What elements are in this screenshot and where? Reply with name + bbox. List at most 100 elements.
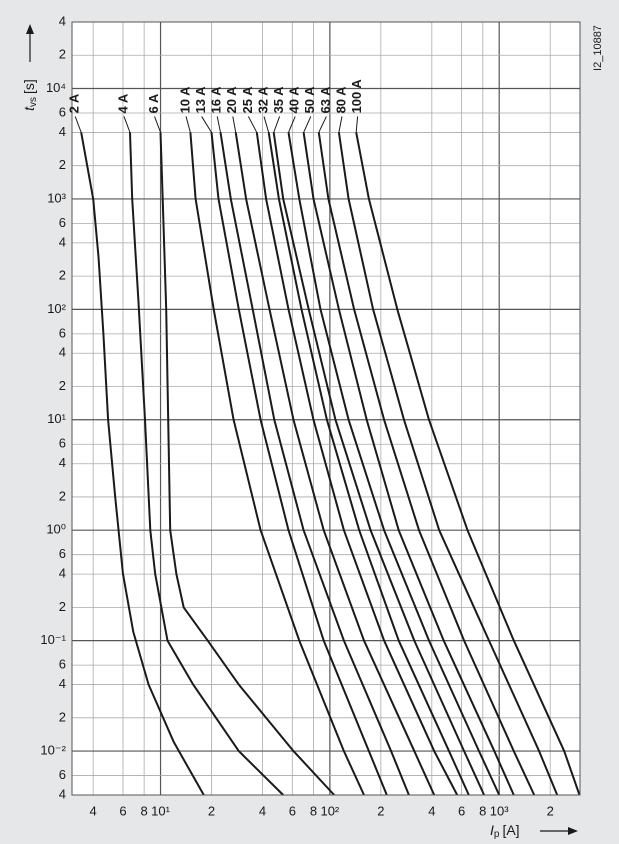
x-tick-label: 6 [458,803,465,818]
y-tick-label: 2 [59,599,66,614]
y-tick-label: 10⁻¹ [40,632,66,647]
label-leader [154,116,162,133]
y-label-symbol: t [21,106,37,111]
grid [72,21,580,796]
x-tick-label: 6 [289,803,296,818]
plot-area [72,22,580,795]
label-leader [263,116,270,133]
y-tick-label: 4 [59,124,66,139]
curve-label: 2 A [67,93,82,113]
curves [80,132,581,796]
fuse-curve [159,132,335,796]
x-tick-label: 2 [377,803,384,818]
x-tick-label: 8 [141,803,148,818]
y-tick-label: 2 [59,709,66,724]
fuse-curve [267,132,470,796]
y-axis-label: tvs [s] [21,79,39,111]
fuse-curve [255,132,459,796]
x-label-subscript: p [494,829,500,840]
x-tick-label: 4 [259,803,266,818]
curve-label: 40 A [287,86,302,114]
label-leader [216,116,221,133]
label-leader [123,116,131,133]
y-tick-label: 10⁰ [46,522,66,537]
fuse-curve [302,132,515,796]
curve-label: 13 A [193,86,208,114]
fuse-curve [337,132,559,796]
curve-label: 50 A [302,86,317,114]
y-tick-label: 2 [59,488,66,503]
label-leader [303,116,312,133]
y-tick-label: 6 [59,325,66,340]
y-tick-label: 4 [59,234,66,249]
plot-frame [71,21,581,796]
fuse-curve [129,132,284,796]
x-tick-label: 6 [119,803,126,818]
y-tick-label: 6 [59,104,66,119]
curve-label: 35 A [271,86,286,114]
fuse-curve [189,132,365,796]
y-tick-label: 10³ [47,190,66,205]
curve-label: 63 A [318,86,333,114]
y-label-subscript: vs [28,97,39,107]
x-arrow-head [568,827,578,835]
y-tick-label: 4 [59,13,66,28]
x-tick-label: 10² [320,803,339,818]
y-tick-label: 6 [59,657,66,672]
y-tick-label: 6 [59,436,66,451]
label-leader [338,116,343,133]
y-tick-label: 10² [47,301,66,316]
x-label-unit: [A] [502,822,519,838]
fuse-curve [234,132,436,796]
y-tick-label: 10⁴ [46,80,66,95]
y-tick-label: 6 [59,546,66,561]
label-leader [288,116,296,133]
fuse-curve [210,132,388,796]
y-tick-label: 2 [59,47,66,62]
label-leader [247,116,258,133]
fuse-curve [317,132,536,796]
curve-label: 4 A [115,93,130,113]
label-leader [201,116,212,133]
label-leader [355,116,359,133]
label-leader [185,116,191,133]
x-axis-label: Ip [A] [490,822,520,840]
fuse-curve [219,132,410,796]
label-leader [318,116,327,133]
x-tick-label: 8 [310,803,317,818]
y-tick-label: 4 [59,566,66,581]
label-leader [232,116,237,133]
label-leader [74,116,82,133]
y-arrow-head [26,24,34,34]
x-tick-label: 10¹ [151,803,170,818]
y-tick-label: 2 [59,268,66,283]
y-tick-label: 2 [59,378,66,393]
curve-label: 20 A [224,86,239,114]
x-tick-label: 2 [547,803,554,818]
curve-label: 10 A [177,86,192,114]
figure-code: I2_10887 [592,25,604,71]
y-tick-label: 6 [59,215,66,230]
y-tick-label: 4 [59,455,66,470]
curve-label: 32 A [255,86,270,114]
x-tick-label: 8 [479,803,486,818]
curve-label: 80 A [333,86,348,114]
y-tick-label: 6 [59,767,66,782]
curve-label: 25 A [240,86,255,114]
label-leader [273,116,281,133]
fuse-curve [272,132,486,796]
fuse-curve [287,132,501,796]
y-label-unit: [s] [21,79,37,94]
curve-label: 100 A [349,79,364,114]
y-tick-label: 4 [59,345,66,360]
y-tick-label: 4 [59,786,66,801]
x-tick-label: 2 [208,803,215,818]
curve-label: 6 A [146,93,161,113]
x-tick-label: 4 [90,803,97,818]
y-tick-label: 2 [59,157,66,172]
x-label-symbol: I [490,822,494,838]
fuse-curve [355,132,581,796]
fuse-curve [80,132,205,796]
y-tick-label: 10⁻² [40,742,66,757]
